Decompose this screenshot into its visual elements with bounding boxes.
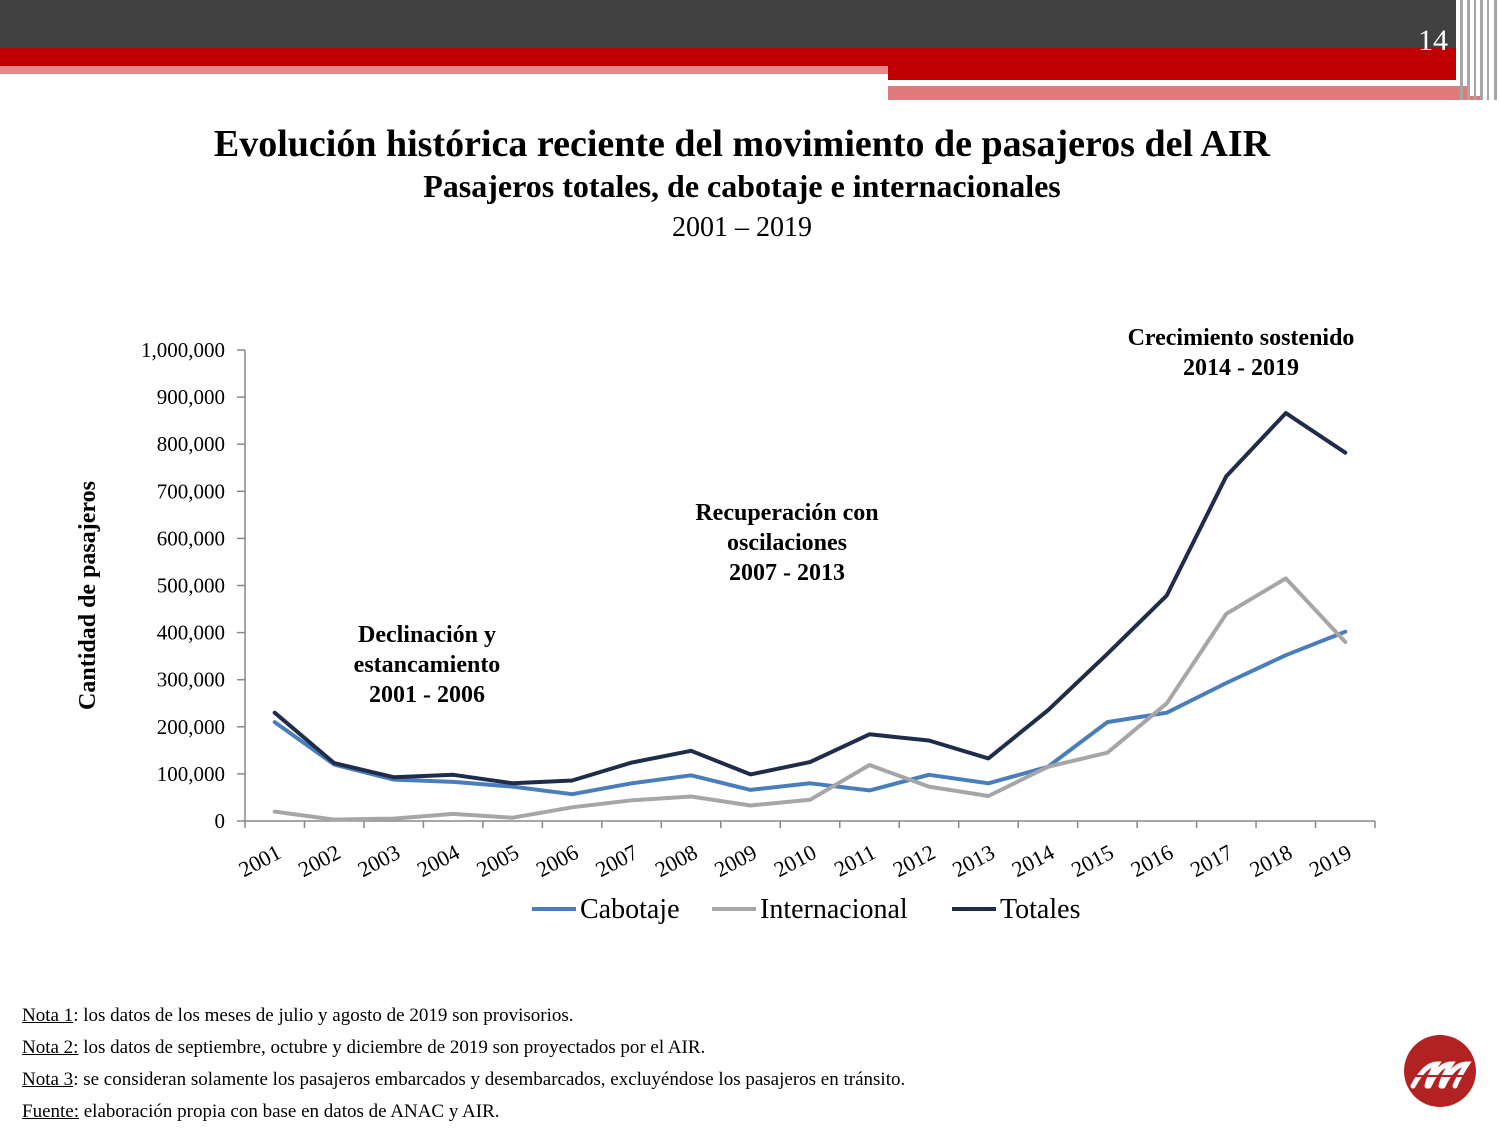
legend-label: Cabotaje xyxy=(580,894,680,925)
series-line-cabotaje xyxy=(272,629,1348,797)
x-tick-label: 2016 xyxy=(1127,839,1178,882)
y-tick-label: 600,000 xyxy=(157,526,225,550)
header-vertical-stripes xyxy=(1458,0,1500,100)
x-tick-label: 2019 xyxy=(1305,839,1356,882)
y-tick-label: 300,000 xyxy=(157,668,225,692)
header-stripe xyxy=(888,66,1456,80)
y-axis-title: Cantidad de pasajeros xyxy=(75,481,101,710)
y-tick-label: 0 xyxy=(215,809,226,833)
annotation-label: estancamiento xyxy=(354,652,501,678)
annotation-label: oscilaciones xyxy=(727,530,847,556)
logo-icon xyxy=(1404,1035,1476,1107)
x-tick-label: 2013 xyxy=(948,839,999,882)
x-tick-label: 2011 xyxy=(830,839,880,881)
note-label: Nota 2: xyxy=(22,1037,79,1058)
x-tick-label: 2009 xyxy=(710,839,761,882)
notes-block: Nota 1: los datos de los meses de julio … xyxy=(22,1000,905,1128)
header-stripe xyxy=(888,80,1388,84)
note-text: los datos de septiembre, octubre y dicie… xyxy=(78,1037,706,1058)
x-tick-label: 2017 xyxy=(1186,839,1237,882)
y-tick-label: 1,000,000 xyxy=(141,338,225,362)
note-line: Fuente: elaboración propia con base en d… xyxy=(22,1096,905,1128)
note-text: : se consideran solamente los pasajeros … xyxy=(73,1069,906,1090)
year-range: 2001 – 2019 xyxy=(672,212,812,243)
x-tick-label: 2004 xyxy=(413,839,464,882)
y-tick-label: 200,000 xyxy=(157,715,225,739)
x-tick-label: 2005 xyxy=(472,839,523,882)
y-tick-label: 800,000 xyxy=(157,432,225,456)
x-tick-label: 2018 xyxy=(1246,839,1297,882)
x-tick-label: 2014 xyxy=(1008,839,1059,882)
legend-label: Totales xyxy=(1000,894,1080,925)
annotation-label: Declinación y xyxy=(358,622,496,648)
annotation-label: 2014 - 2019 xyxy=(1183,355,1299,381)
note-label: Nota 1 xyxy=(22,1005,74,1026)
line-chart: 0 100,000 200,000 300,000 400,000 500,000 600,… xyxy=(75,325,1376,925)
series-line-totales xyxy=(272,411,1348,786)
x-tick-label: 2003 xyxy=(353,839,404,882)
x-tick-label: 2012 xyxy=(889,839,940,882)
x-tick-label: 2001 xyxy=(234,839,285,882)
page-subtitle: Pasajeros totales, de cabotaje e interna… xyxy=(423,168,1061,204)
y-tick-label: 700,000 xyxy=(157,479,225,503)
note-label: Fuente: xyxy=(22,1101,79,1122)
y-tick-label: 900,000 xyxy=(157,385,225,409)
x-tick-label: 2007 xyxy=(591,839,642,882)
header-bar-red xyxy=(0,48,1456,66)
x-tick-label: 2006 xyxy=(532,839,583,882)
annotation-label: 2007 - 2013 xyxy=(729,560,845,586)
y-tick-label: 500,000 xyxy=(157,574,225,598)
note-text: elaboración propia con base en datos de … xyxy=(79,1101,500,1122)
series-line-internacional xyxy=(272,576,1348,822)
header-bar-dark xyxy=(0,0,1456,48)
note-label: Nota 3 xyxy=(22,1069,74,1090)
x-tick-label: 2010 xyxy=(770,839,821,882)
note-line: Nota 1: los datos de los meses de julio … xyxy=(22,1000,905,1032)
x-tick-label: 2002 xyxy=(294,839,345,882)
x-tick-label: 2008 xyxy=(651,839,702,882)
x-tick-label: 2015 xyxy=(1067,839,1118,882)
header-stripe xyxy=(0,66,888,74)
annotation-label: 2001 - 2006 xyxy=(369,682,485,708)
page-number: 14 xyxy=(1418,24,1448,57)
note-text: : los datos de los meses de julio y agos… xyxy=(73,1005,574,1026)
note-line: Nota 2: los datos de septiembre, octubre… xyxy=(22,1032,905,1064)
legend-label: Internacional xyxy=(760,894,908,925)
annotation-label: Crecimiento sostenido xyxy=(1128,325,1355,351)
header-stripe xyxy=(1210,96,1480,100)
y-tick-label: 100,000 xyxy=(157,762,225,786)
annotation-label: Recuperación con xyxy=(695,500,878,526)
page-title: Evolución histórica reciente del movimie… xyxy=(213,123,1271,165)
note-line: Nota 3: se consideran solamente los pasa… xyxy=(22,1064,905,1096)
y-tick-label: 400,000 xyxy=(157,621,225,645)
